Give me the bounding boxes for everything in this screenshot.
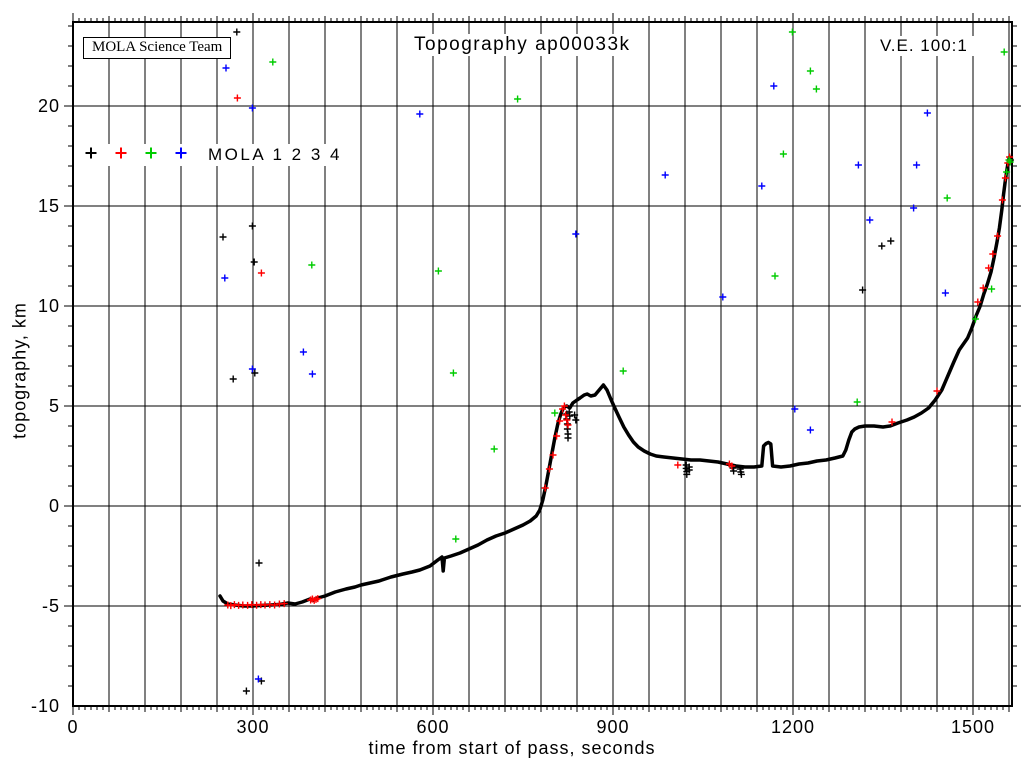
science-team-box: MOLA Science Team xyxy=(83,37,232,59)
svg-text:-5: -5 xyxy=(42,596,60,616)
legend-marker-mola-2 xyxy=(115,147,127,158)
grid-lines xyxy=(73,22,1012,706)
series-mola-1-ground-profile xyxy=(218,155,1014,608)
vertical-exaggeration-label: V.E. 100:1 xyxy=(872,36,976,56)
svg-text:600: 600 xyxy=(416,717,449,737)
legend-label: MOLA 1 2 3 4 xyxy=(208,145,342,164)
svg-text:10: 10 xyxy=(38,296,60,316)
y-axis-title: topography, km xyxy=(9,302,30,439)
legend-marker-mola-1 xyxy=(85,147,97,158)
series-mola-4-noise xyxy=(221,64,949,683)
legend: MOLA 1 2 3 4 xyxy=(84,144,342,166)
svg-text:0: 0 xyxy=(49,496,60,516)
legend-marker-mola-4 xyxy=(175,147,187,158)
y-tick-labels: 20 15 10 5 0 -5 -10 xyxy=(31,96,60,716)
svg-text:20: 20 xyxy=(38,96,60,116)
x-tick-labels: 0 300 600 900 1200 1500 xyxy=(67,717,995,737)
page-title: Topography ap00033k xyxy=(404,34,641,56)
svg-text:5: 5 xyxy=(49,396,60,416)
svg-text:0: 0 xyxy=(67,717,78,737)
svg-text:900: 900 xyxy=(596,717,629,737)
plot-frame xyxy=(72,21,1013,707)
chart-title-text: Topography ap00033k xyxy=(414,34,631,55)
legend-marker-mola-3 xyxy=(145,147,157,158)
legend-markers xyxy=(84,146,204,165)
series-mola-1-dropouts xyxy=(563,408,745,478)
series-mola-2-noise xyxy=(233,94,265,277)
series-mola-1-noise xyxy=(219,28,895,695)
svg-text:300: 300 xyxy=(236,717,269,737)
science-team-label: MOLA Science Team xyxy=(92,39,223,55)
series-mola-2-on-track-returns xyxy=(224,153,1014,610)
series-mola-3-noise xyxy=(269,28,1014,543)
ve-text: V.E. 100:1 xyxy=(880,36,968,55)
svg-text:1500: 1500 xyxy=(951,717,995,737)
svg-text:-10: -10 xyxy=(31,696,60,716)
axis-ticks xyxy=(64,13,1021,715)
x-axis-title: time from start of pass, seconds xyxy=(368,738,656,758)
svg-text:1200: 1200 xyxy=(771,717,815,737)
svg-text:15: 15 xyxy=(38,196,60,216)
